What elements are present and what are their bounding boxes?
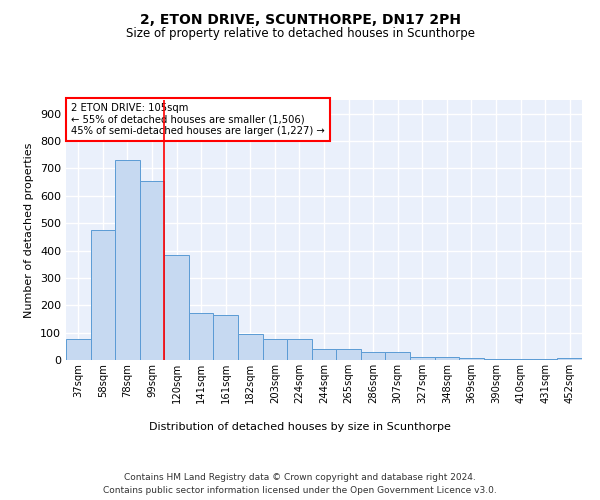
Text: Distribution of detached houses by size in Scunthorpe: Distribution of detached houses by size … [149,422,451,432]
Bar [66,340,91,360]
Y-axis label: Number of detached properties: Number of detached properties [25,142,34,318]
Bar [164,254,189,360]
Bar [312,349,336,360]
Bar [336,349,361,360]
Text: Size of property relative to detached houses in Scunthorpe: Size of property relative to detached ho… [125,28,475,40]
Bar [484,358,508,360]
Bar [189,314,214,360]
Bar [91,230,115,360]
Bar [410,356,434,360]
Bar [287,340,312,360]
Bar [140,180,164,360]
Bar [459,358,484,360]
Bar [238,334,263,360]
Bar [361,352,385,360]
Bar [115,160,140,360]
Bar [263,340,287,360]
Text: Contains HM Land Registry data © Crown copyright and database right 2024.
Contai: Contains HM Land Registry data © Crown c… [103,473,497,495]
Bar [508,359,533,360]
Bar [385,352,410,360]
Bar [533,359,557,360]
Text: 2 ETON DRIVE: 105sqm
← 55% of detached houses are smaller (1,506)
45% of semi-de: 2 ETON DRIVE: 105sqm ← 55% of detached h… [71,102,325,136]
Bar [434,358,459,360]
Text: 2, ETON DRIVE, SCUNTHORPE, DN17 2PH: 2, ETON DRIVE, SCUNTHORPE, DN17 2PH [139,12,461,26]
Bar [214,315,238,360]
Bar [557,358,582,360]
